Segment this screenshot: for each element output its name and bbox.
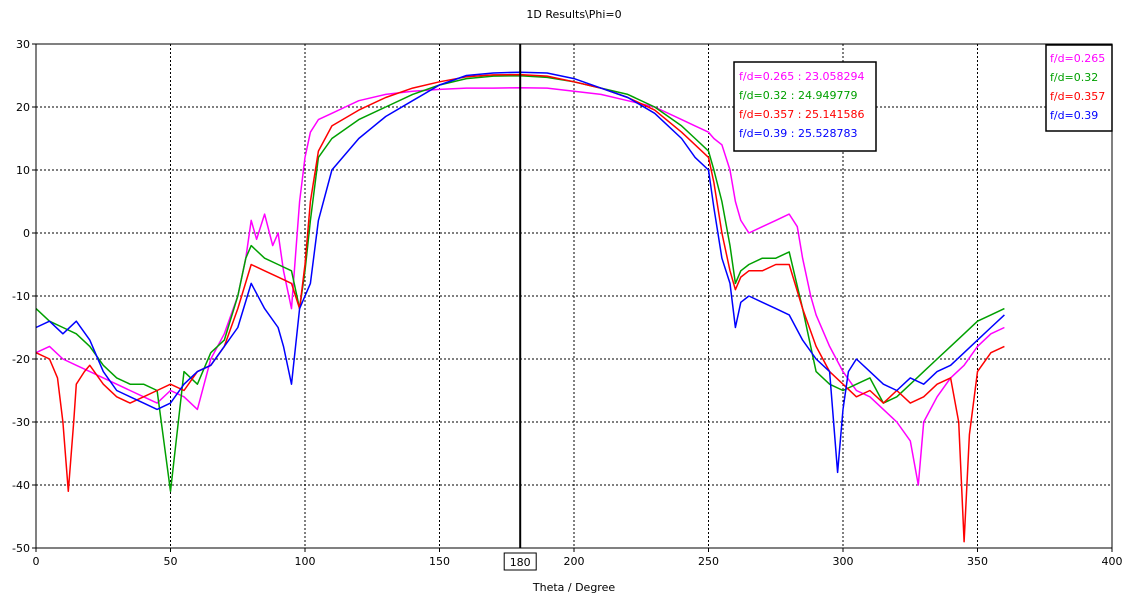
grid <box>32 43 1113 552</box>
y-tick-label: -30 <box>12 416 30 429</box>
y-tick-labels: 30 20 10 0 -10 -20 -30 -40 -50 <box>12 38 30 555</box>
legend: f/d=0.265 f/d=0.32 f/d=0.357 f/d=0.39 <box>1045 44 1113 132</box>
legend-item-3: f/d=0.39 <box>1050 109 1098 122</box>
marker-x-label-frame <box>503 552 537 571</box>
marker-readout-box: f/d=0.265 : 23.058294 f/d=0.32 : 24.9497… <box>733 61 877 152</box>
y-tick-label: -50 <box>12 542 30 555</box>
x-tick-label: 350 <box>967 555 988 568</box>
readout-item-3: f/d=0.39 : 25.528783 <box>739 127 857 140</box>
x-tick-label: 50 <box>164 555 178 568</box>
marker-readout-frame <box>733 61 877 152</box>
y-tick-label: 20 <box>16 101 30 114</box>
x-axis-label: Theta / Degree <box>532 581 615 594</box>
legend-item-2: f/d=0.357 <box>1050 90 1105 103</box>
legend-item-0: f/d=0.265 <box>1050 52 1105 65</box>
y-tick-label: 0 <box>23 227 30 240</box>
x-tick-labels: 0 50 100 150 200 250 300 350 400 <box>33 555 1123 568</box>
legend-frame <box>1045 44 1113 132</box>
series-line-1 <box>35 75 1005 493</box>
legend-item-1: f/d=0.32 <box>1050 71 1098 84</box>
x-tick-label: 100 <box>295 555 316 568</box>
y-tick-label: 30 <box>16 38 30 51</box>
readout-item-2: f/d=0.357 : 25.141586 <box>739 108 864 121</box>
readout-item-0: f/d=0.265 : 23.058294 <box>739 70 864 83</box>
series-line-3 <box>35 71 1005 474</box>
y-tick-label: 10 <box>16 164 30 177</box>
marker-x-label: 180 <box>510 556 531 569</box>
x-tick-label: 0 <box>33 555 40 568</box>
y-tick-label: -40 <box>12 479 30 492</box>
x-tick-label: 250 <box>698 555 719 568</box>
readout-item-1: f/d=0.32 : 24.949779 <box>739 89 857 102</box>
marker-x-label-box: 180 <box>503 552 537 571</box>
chart-title: 1D Results\Phi=0 <box>526 8 621 21</box>
x-tick-label: 400 <box>1102 555 1123 568</box>
x-tick-label: 300 <box>833 555 854 568</box>
y-tick-label: -20 <box>12 353 30 366</box>
y-tick-label: -10 <box>12 290 30 303</box>
plot-frame <box>35 43 1113 549</box>
x-tick-label: 200 <box>564 555 585 568</box>
x-tick-label: 150 <box>429 555 450 568</box>
